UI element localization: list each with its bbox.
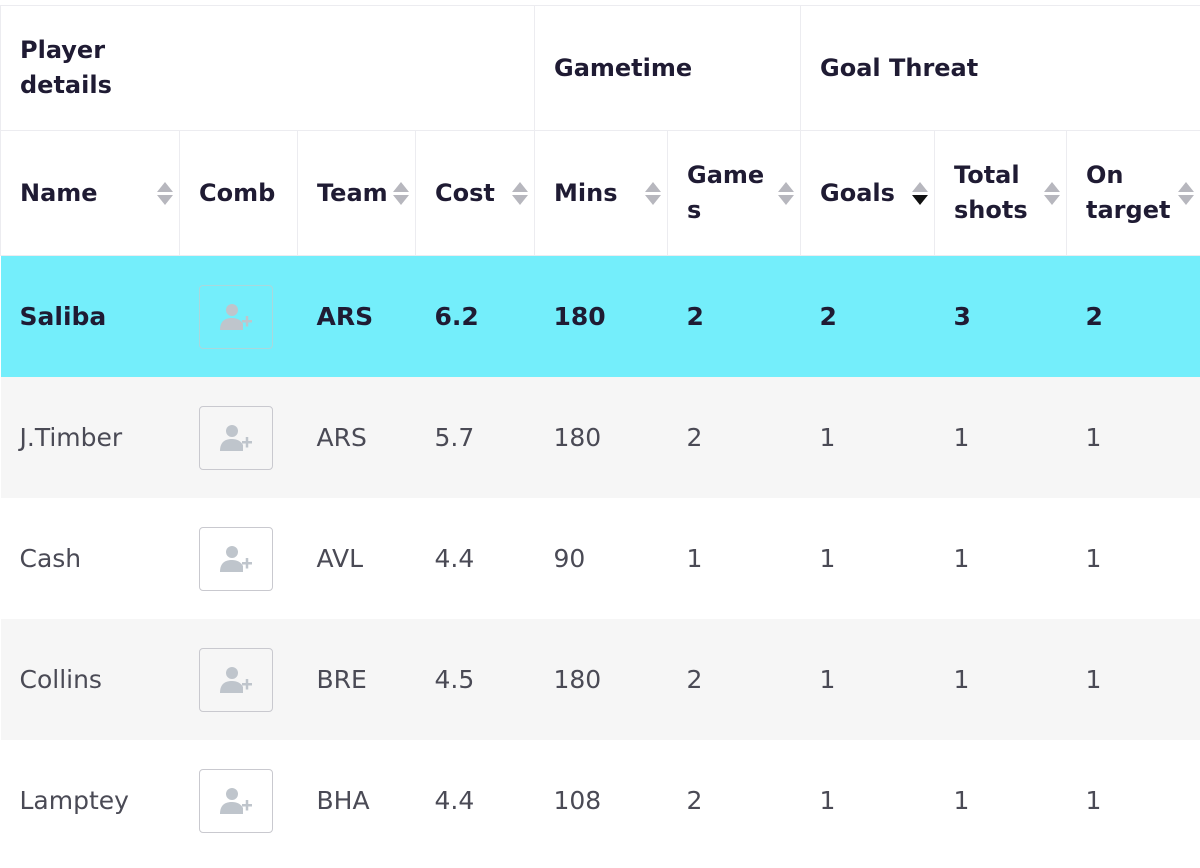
column-header-games[interactable]: Games [666,130,802,256]
mins-cell: 180 [534,619,668,740]
player-stats-table: Player details Gametime Goal Threat Name… [0,5,1200,861]
add-player-button[interactable] [198,405,273,470]
total-shots-cell: 3 [934,255,1067,377]
goals-cell: 1 [800,498,935,619]
sort-arrows-icon[interactable] [778,181,795,205]
sort-arrows-icon[interactable] [393,181,409,205]
team-cell: ARS [297,377,416,498]
column-header-cost[interactable]: Cost [415,130,535,256]
total-shots-cell: 1 [934,377,1067,498]
group-header-gametime: Gametime [533,5,802,131]
add-player-button[interactable] [198,768,273,833]
team-cell: BRE [297,619,416,740]
column-header-total-shots[interactable]: Total shots [934,130,1068,256]
team-cell: AVL [297,498,416,619]
total-shots-cell: 1 [934,498,1067,619]
column-header-row: Name Comb Team Cost [0,130,1200,256]
column-header-name[interactable]: Name [0,130,180,256]
sort-arrows-icon[interactable] [1178,181,1195,205]
table-row[interactable]: Collins BRE 4.5 180 2 1 1 1 [0,619,1200,740]
column-header-label: Mins [554,178,618,207]
on-target-cell: 1 [1066,740,1200,861]
column-header-team[interactable]: Team [297,130,416,256]
table-row[interactable]: J.Timber ARS 5.7 180 2 1 1 1 [0,377,1200,498]
column-header-label: Team [317,178,388,207]
comb-cell [179,619,298,740]
sort-arrows-icon[interactable] [512,181,528,205]
goals-cell: 2 [800,255,935,377]
mins-cell: 90 [534,498,668,619]
column-header-comb: Comb [179,130,298,256]
add-player-icon [219,545,252,572]
player-name[interactable]: J.Timber [0,377,180,498]
total-shots-cell: 1 [934,740,1067,861]
player-name[interactable]: Lamptey [0,740,180,861]
sort-arrows-icon[interactable] [645,181,661,205]
goals-cell: 1 [800,377,935,498]
player-name[interactable]: Saliba [0,255,180,377]
mins-cell: 180 [534,255,668,377]
column-header-label: Games [687,161,765,224]
goals-cell: 1 [800,619,935,740]
group-header-goal-threat: Goal Threat [800,5,1200,131]
column-header-label: On target [1086,161,1171,224]
column-header-mins[interactable]: Mins [534,130,668,256]
column-header-on-target[interactable]: On target [1066,130,1200,256]
add-player-icon [219,303,252,330]
games-cell: 2 [667,740,801,861]
column-header-label: Name [20,178,98,207]
player-name[interactable]: Cash [0,498,180,619]
cost-cell: 4.5 [415,619,535,740]
add-player-button[interactable] [198,284,273,349]
on-target-cell: 1 [1066,377,1200,498]
on-target-cell: 1 [1066,498,1200,619]
table-row[interactable]: Cash AVL 4.4 90 1 1 1 1 [0,498,1200,619]
column-header-label: Goals [820,178,895,207]
cost-cell: 4.4 [415,740,535,861]
sort-arrows-icon[interactable] [157,181,173,205]
comb-cell [179,377,298,498]
comb-cell [179,498,298,619]
group-header-row: Player details Gametime Goal Threat [0,5,1200,131]
mins-cell: 108 [534,740,668,861]
column-header-label: Comb [199,178,276,207]
add-player-icon [219,787,252,814]
cost-cell: 4.4 [415,498,535,619]
goals-cell: 1 [800,740,935,861]
table-row[interactable]: Saliba ARS 6.2 180 2 2 3 2 [0,255,1200,377]
games-cell: 2 [667,377,801,498]
games-cell: 2 [667,619,801,740]
add-player-button[interactable] [198,647,273,712]
total-shots-cell: 1 [934,619,1067,740]
cost-cell: 6.2 [415,255,535,377]
on-target-cell: 1 [1066,619,1200,740]
sort-arrows-icon[interactable] [912,181,929,205]
sort-arrows-icon[interactable] [1044,181,1061,205]
mins-cell: 180 [534,377,668,498]
group-header-label: Goal Threat [820,53,979,82]
group-header-label: Player details [20,36,112,99]
group-header-player-details: Player details [0,5,535,131]
add-player-button[interactable] [198,526,273,591]
column-header-label: Cost [435,178,495,207]
comb-cell [179,255,298,377]
team-cell: BHA [297,740,416,861]
column-header-label: Total shots [954,161,1028,224]
comb-cell [179,740,298,861]
games-cell: 1 [667,498,801,619]
add-player-icon [219,666,252,693]
add-player-icon [219,424,252,451]
table-row[interactable]: Lamptey BHA 4.4 108 2 1 1 1 [0,740,1200,861]
games-cell: 2 [667,255,801,377]
on-target-cell: 2 [1066,255,1200,377]
group-header-label: Gametime [554,53,693,82]
player-name[interactable]: Collins [0,619,180,740]
cost-cell: 5.7 [415,377,535,498]
column-header-goals[interactable]: Goals [800,130,936,256]
team-cell: ARS [297,255,416,377]
